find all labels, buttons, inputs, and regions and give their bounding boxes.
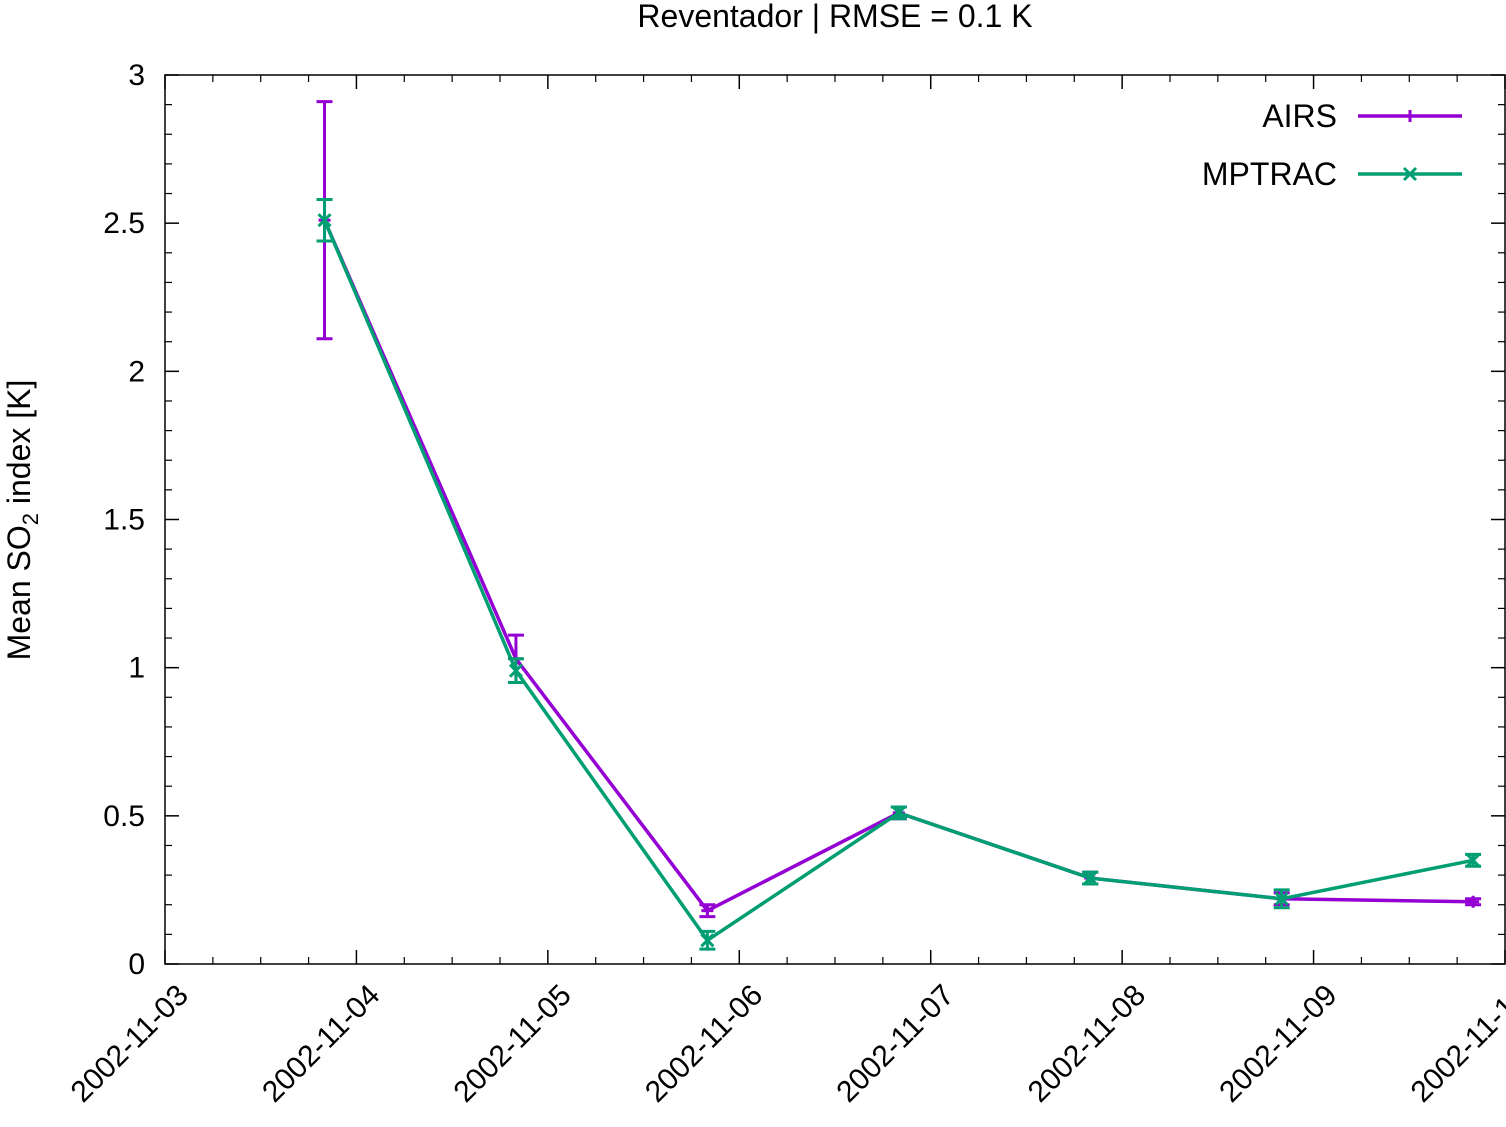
x-tick-label: 2002-11-07 bbox=[830, 979, 960, 1109]
y-tick-label: 0 bbox=[128, 948, 145, 981]
series-line bbox=[322, 219, 1474, 943]
x-tick-label: 2002-11-08 bbox=[1022, 979, 1152, 1109]
point-marker bbox=[1402, 166, 1418, 182]
y-tick-label: 2.5 bbox=[103, 207, 145, 240]
x-tick-label: 2002-11-04 bbox=[256, 979, 386, 1109]
y-tick-label: 1 bbox=[128, 652, 145, 685]
plot-border bbox=[164, 74, 1506, 965]
point-marker bbox=[508, 663, 524, 678]
legend: AIRS MPTRAC bbox=[1202, 98, 1462, 192]
y-tick-label: 3 bbox=[128, 59, 145, 92]
point-marker bbox=[700, 933, 715, 948]
y-axis-ticks: 0 0.5 1 1.5 2 2.5 3 bbox=[103, 59, 1505, 981]
point-marker bbox=[1274, 891, 1289, 906]
y-axis-label-subscript: 2 bbox=[18, 513, 43, 525]
y-axis-label-prefix: Mean SO bbox=[1, 525, 37, 660]
point-marker bbox=[1083, 871, 1098, 886]
x-tick-label: 2002-11-09 bbox=[1213, 979, 1343, 1109]
legend-label-airs: AIRS bbox=[1262, 98, 1337, 134]
y-tick-label: 2 bbox=[128, 355, 145, 388]
y-tick-label: 1.5 bbox=[103, 504, 145, 537]
chart-title: Reventador | RMSE = 0.1 K bbox=[637, 0, 1032, 34]
series-layer bbox=[316, 100, 1482, 951]
x-axis-ticks: 2002-11-03 2002-11-04 2002-11-05 2002-11-06… bbox=[65, 75, 1506, 1109]
point-marker bbox=[891, 805, 906, 820]
x-tick-label: 2002-11-05 bbox=[448, 979, 578, 1109]
x-tick-label: 2002-11-06 bbox=[639, 979, 769, 1109]
x-tick-label: 2002-11-03 bbox=[65, 979, 195, 1109]
x-tick-label: 2002-11-10 bbox=[1405, 979, 1506, 1109]
y-tick-label: 0.5 bbox=[103, 800, 145, 833]
svg-text:Mean SO2 index [K]: Mean SO2 index [K] bbox=[1, 380, 43, 661]
series-airs bbox=[316, 100, 1482, 919]
legend-label-mptrac: MPTRAC bbox=[1202, 156, 1337, 192]
point-marker bbox=[317, 213, 332, 228]
x-minor-ticks bbox=[212, 75, 1458, 964]
point-marker bbox=[1466, 853, 1481, 868]
y-axis-label-suffix: index [K] bbox=[1, 380, 37, 513]
y-axis-label: Mean SO2 index [K] bbox=[1, 380, 43, 661]
plot-frame bbox=[164, 74, 1506, 965]
series-mptrac bbox=[316, 197, 1482, 951]
